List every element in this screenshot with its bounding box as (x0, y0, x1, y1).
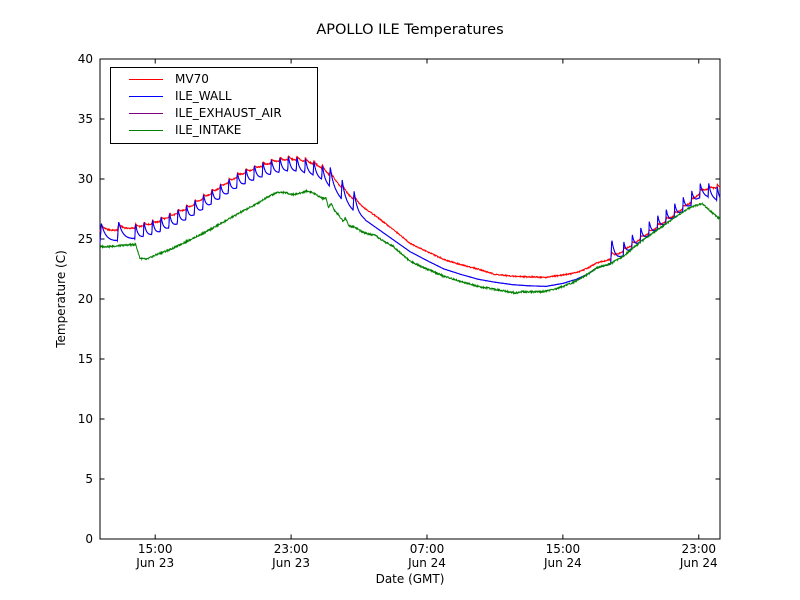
y-tick-label: 35 (77, 112, 93, 126)
legend-label: ILE_INTAKE (175, 123, 242, 137)
legend-item-ile_exhaust_air: ILE_EXHAUST_AIR (111, 105, 317, 122)
x-tick-date-label: Jun 24 (408, 556, 446, 570)
y-tick-label: 20 (77, 292, 93, 306)
x-tick-time-label: 15:00 (137, 542, 173, 556)
x-tick-date-label: Jun 23 (136, 556, 175, 570)
legend-line-swatch (129, 96, 163, 97)
legend-label: ILE_EXHAUST_AIR (175, 106, 282, 120)
y-tick-label: 30 (77, 172, 93, 186)
y-tick-label: 15 (77, 352, 93, 366)
series-line-ile_exhaust_air (99, 156, 721, 287)
series-line-ile_intake (99, 188, 721, 296)
x-tick-date-label: Jun 24 (679, 556, 718, 570)
legend-label: ILE_WALL (175, 89, 232, 103)
x-tick-date-label: Jun 24 (543, 556, 582, 570)
x-tick-time-label: 07:00 (409, 542, 445, 556)
y-tick-label: 5 (85, 472, 93, 486)
y-tick-label: 0 (85, 532, 93, 546)
legend-label: MV70 (175, 72, 209, 86)
legend-item-mv70: MV70 (111, 71, 317, 88)
legend-line-swatch (129, 79, 163, 80)
x-tick-date-label: Jun 23 (272, 556, 311, 570)
x-tick-time-label: 15:00 (545, 542, 581, 556)
legend-item-ile_wall: ILE_WALL (111, 88, 317, 105)
legend: MV70 ILE_WALL ILE_EXHAUST_AIR ILE_INTAKE (110, 67, 318, 144)
y-tick-label: 25 (77, 232, 93, 246)
x-axis-label: Date (GMT) (375, 572, 445, 586)
series-line-ile_wall (99, 156, 721, 288)
x-tick-time-label: 23:00 (273, 542, 309, 556)
series-line-mv70 (99, 155, 721, 279)
y-tick-label: 10 (77, 412, 93, 426)
x-tick-time-label: 23:00 (681, 542, 717, 556)
legend-line-swatch (129, 113, 163, 114)
chart-title: APOLLO ILE Temperatures (316, 22, 504, 38)
legend-item-ile_intake: ILE_INTAKE (111, 122, 317, 139)
y-tick-label: 40 (77, 52, 93, 66)
legend-line-swatch (129, 130, 163, 131)
